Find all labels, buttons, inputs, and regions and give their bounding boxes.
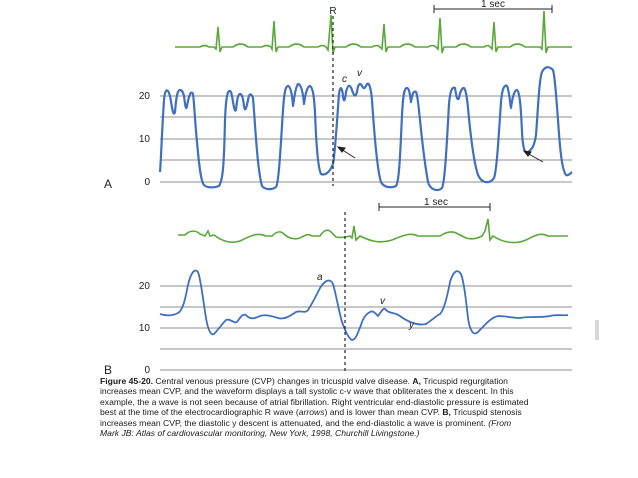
tick-b-0: 0	[144, 365, 150, 376]
wave-label-v-b: v	[380, 296, 386, 307]
caption-b-text: Tricuspid stenosis increases mean CVP, t…	[100, 407, 522, 428]
figure-number: Figure 45-20.	[100, 376, 154, 386]
caption-arrows: arrows	[298, 407, 325, 418]
scale-bar-b: 1 sec	[378, 197, 491, 211]
tick-a-10: 10	[139, 134, 151, 145]
grid-b	[160, 285, 572, 371]
tick-a-20: 20	[139, 91, 151, 102]
tick-b-10: 10	[139, 323, 151, 334]
panel-label-b: B	[104, 363, 112, 377]
cvp-trace-a	[158, 66, 573, 192]
edge-mark	[595, 320, 599, 340]
caption-a-label: A,	[412, 376, 421, 386]
arrow-a-left	[336, 146, 356, 159]
wave-label-a: a	[317, 272, 323, 283]
r-wave-label: R	[329, 6, 336, 17]
caption-source: (From Mark JB: Atlas of cardiovascular m…	[100, 417, 512, 439]
figure-caption: Figure 45-20. Central venous pressure (C…	[100, 376, 532, 438]
scale-label-a: 1 sec	[481, 0, 505, 10]
caption-a-text-2: ) and is lower than mean CVP.	[324, 407, 443, 418]
tick-b-20: 20	[139, 281, 151, 292]
scale-label-b: 1 sec	[424, 197, 448, 208]
caption-b-label: B,	[442, 407, 451, 418]
panel-label-a: A	[104, 177, 112, 191]
wave-label-c: c	[342, 74, 347, 85]
caption-intro: Central venous pressure (CVP) changes in…	[153, 376, 413, 386]
arrow-a-right	[522, 150, 544, 163]
scale-bar-a: 1 sec	[433, 0, 553, 13]
tick-a-0: 0	[144, 177, 150, 188]
ecg-trace-b	[178, 218, 568, 244]
wave-label-y: y	[408, 320, 415, 331]
ecg-trace-a	[175, 10, 572, 54]
cvp-trace-b	[159, 269, 569, 341]
grid-a	[160, 95, 572, 183]
wave-label-v-a: v	[357, 68, 363, 79]
caption-a-text-1: Tricuspid regurgitation increases mean C…	[100, 376, 529, 418]
